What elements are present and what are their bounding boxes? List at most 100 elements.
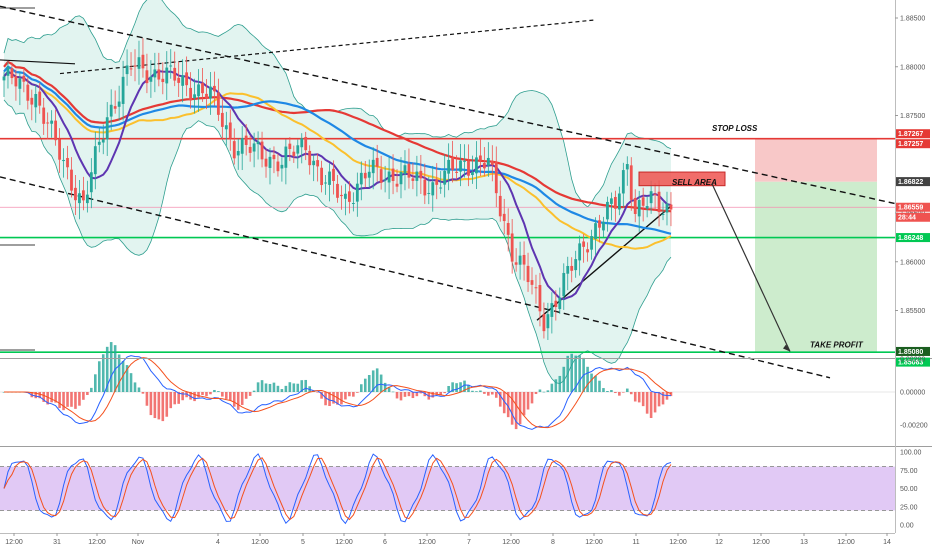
stochastic-k-line — [3, 453, 672, 525]
candle-body — [197, 84, 200, 97]
take-profit-tag: 1.85063 — [898, 360, 923, 367]
macd-histogram-bar — [383, 382, 387, 392]
macd-line — [4, 355, 672, 430]
candle-body — [479, 155, 482, 161]
candle-body — [649, 191, 653, 204]
macd-histogram-bar — [328, 392, 331, 406]
stochastic-pane[interactable] — [0, 453, 895, 525]
candle-body — [308, 150, 312, 166]
candle-body — [141, 54, 145, 69]
macd-histogram-bar — [101, 354, 105, 392]
time-tick-label: 12:00 — [5, 539, 23, 546]
time-tick-label: 12:00 — [502, 539, 520, 546]
macd-histogram-bar — [201, 392, 204, 395]
last-price-tag: 1.86559 — [898, 205, 923, 212]
price-tick-label: 1.88500 — [900, 16, 925, 23]
macd-histogram-bar — [141, 392, 145, 394]
candle-body — [546, 314, 550, 329]
candle-body — [46, 122, 50, 124]
macd-pane[interactable] — [0, 342, 895, 430]
candle-body — [169, 65, 173, 67]
candle-body — [161, 78, 165, 83]
macd-histogram-bar — [252, 390, 256, 392]
macd-histogram-bar — [260, 380, 264, 392]
candle-body — [586, 249, 589, 253]
macd-histogram-bar — [375, 368, 379, 392]
short-trend-line[interactable] — [0, 59, 76, 65]
candle-body — [554, 300, 558, 308]
macd-histogram-bar — [367, 375, 371, 392]
candle-body — [129, 68, 133, 70]
ma-red-line — [3, 60, 672, 213]
current-price-tag-bg — [896, 177, 930, 187]
macd-histogram-bar — [276, 385, 280, 392]
macd-signal-line — [4, 357, 672, 429]
macd-histogram-bar — [522, 392, 526, 416]
channel-upper-line[interactable] — [0, 5, 899, 205]
stop-loss-tag: 1.87257 — [898, 141, 923, 148]
candle-body — [101, 139, 105, 143]
candle-body — [570, 265, 574, 271]
candle-body — [113, 106, 117, 109]
stochastic-tick-label: 50.00 — [900, 486, 918, 493]
candle-body — [137, 57, 141, 69]
price-pane[interactable]: SELL AREA STOP LOSS TAKE PROFIT — [0, 0, 899, 385]
macd-histogram-bar — [352, 392, 355, 397]
candle-body — [399, 171, 403, 185]
candle-body — [637, 200, 641, 217]
support-tag: 1.86248 — [898, 235, 923, 242]
candle-body — [93, 146, 97, 175]
candle-body — [482, 163, 486, 169]
time-tick-label: 4 — [216, 539, 220, 546]
macd-histogram-bar — [455, 383, 458, 392]
candle-body — [538, 285, 542, 312]
sell-area-box[interactable] — [638, 171, 726, 187]
candle-body — [145, 70, 149, 84]
candle-body — [435, 179, 439, 185]
macd-histogram-bar — [165, 392, 169, 417]
candle-body — [566, 265, 570, 274]
macd-histogram-bar — [637, 392, 641, 403]
macd-histogram-bar — [248, 392, 252, 396]
macd-histogram-bar — [82, 392, 85, 400]
time-tick-label: 12:00 — [837, 539, 855, 546]
macd-histogram-bar — [197, 392, 200, 398]
macd-histogram-bar — [570, 353, 574, 392]
candle-body — [185, 72, 189, 86]
macd-histogram-bar — [526, 392, 530, 410]
macd-histogram-bar — [586, 366, 589, 392]
macd-histogram-bar — [669, 392, 673, 397]
macd-histogram-bar — [451, 382, 454, 392]
candle-body — [272, 154, 276, 160]
macd-histogram-bar — [86, 392, 89, 396]
macd-histogram-bar — [411, 392, 415, 399]
candle-body — [574, 259, 578, 271]
macd-histogram-bar — [256, 382, 260, 392]
macd-histogram-bar — [244, 392, 248, 399]
candle-body — [248, 146, 252, 153]
time-tick-label: 11 — [632, 539, 639, 546]
macd-histogram-bar — [622, 392, 625, 393]
macd-histogram-bar — [320, 392, 323, 399]
macd-histogram-bar — [316, 392, 319, 393]
time-tick-label: 13 — [800, 539, 808, 546]
upper-trend-line[interactable] — [59, 19, 596, 75]
candle-body — [447, 159, 451, 174]
candle-body — [224, 125, 228, 130]
macd-histogram-bar — [268, 383, 272, 392]
macd-histogram-bar — [534, 392, 538, 395]
candle-body — [232, 141, 236, 159]
time-tick-label: 12:00 — [251, 539, 269, 546]
macd-histogram-bar — [487, 392, 490, 396]
macd-histogram-bar — [618, 392, 621, 396]
ma-yellow-line — [3, 70, 672, 250]
candle-body — [85, 194, 89, 204]
current-price-tag: 1.86822 — [898, 179, 923, 186]
candle-body — [613, 196, 617, 209]
channel-lower-line[interactable] — [0, 176, 831, 379]
candle-body — [514, 262, 518, 265]
candle-body — [633, 197, 637, 214]
candle-body — [510, 233, 514, 262]
